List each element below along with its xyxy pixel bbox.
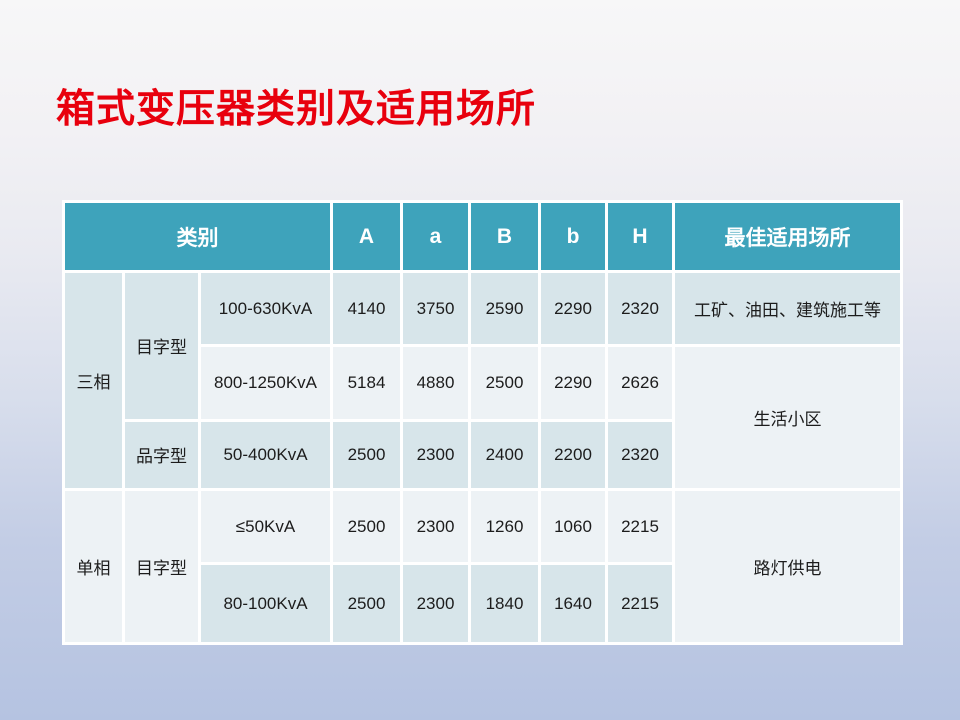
- header-b: b: [538, 200, 608, 273]
- table-row: 80-100KvA 2500 2300 1840 1640 2215: [64, 562, 902, 645]
- value-cell-b: 1640: [538, 562, 608, 645]
- value-cell-b: 2290: [538, 269, 608, 348]
- header-category: 类别: [62, 200, 333, 273]
- table-row: 800-1250KvA 5184 4880 2500 2290 2626 生活小…: [64, 344, 903, 491]
- phase-cell-three-phase: 三相: [62, 270, 125, 491]
- value-cell-A: 4140: [330, 269, 403, 348]
- value-cell-B: 2500: [468, 344, 541, 422]
- value-cell-H: 2320: [605, 269, 675, 348]
- capacity-cell: ≤50KvA: [198, 487, 333, 566]
- value-cell-A: 2500: [330, 487, 403, 566]
- shape-cell-mu-top: 目字型: [122, 270, 201, 422]
- capacity-cell: 80-100KvA: [198, 562, 333, 645]
- value-cell-H: 2626: [605, 344, 675, 422]
- value-cell-b: 2200: [538, 418, 608, 492]
- value-cell-a: 2300: [400, 418, 471, 492]
- value-cell-H: 2320: [605, 418, 675, 492]
- shape-cell-mu-bottom: 目字型: [122, 488, 201, 645]
- value-cell-A: 5184: [330, 344, 403, 422]
- usage-cell-industry: 工矿、油田、建筑施工等: [672, 269, 903, 348]
- value-cell-A: 2500: [330, 562, 403, 645]
- header-A: A: [330, 200, 403, 273]
- header-a: a: [400, 200, 471, 273]
- value-cell-A: 2500: [330, 418, 403, 492]
- header-usage: 最佳适用场所: [672, 200, 903, 273]
- table-row: 三相 目字型 100-630KvA 4140 3750 2590 2290 23…: [62, 269, 903, 491]
- capacity-cell: 50-400KvA: [198, 418, 333, 492]
- value-cell-b: 2290: [538, 344, 608, 422]
- header-B: B: [468, 200, 541, 273]
- value-cell-B: 1840: [468, 562, 541, 645]
- phase-cell-single-phase: 单相: [62, 488, 125, 645]
- table-row: 单相 目字型 ≤50KvA 2500 2300 1260 1060 2215 路…: [62, 487, 903, 645]
- header-row: 类别 A a B b H 最佳适用场所: [62, 200, 903, 273]
- value-cell-H: 2215: [605, 562, 675, 645]
- value-cell-a: 3750: [400, 269, 471, 348]
- value-cell-B: 1260: [468, 487, 541, 566]
- shape-cell-pin: 品字型: [122, 418, 201, 492]
- value-cell-B: 2400: [468, 418, 541, 492]
- transformer-spec-table: 类别 A a B b H 最佳适用场所 三相 目字型 100-630KvA 41…: [62, 200, 903, 645]
- usage-cell-streetlight: 路灯供电: [672, 488, 903, 645]
- page-title: 箱式变压器类别及适用场所: [56, 88, 537, 131]
- value-cell-b: 1060: [538, 487, 608, 566]
- value-cell-a: 2300: [400, 487, 471, 566]
- table-row: 品字型 50-400KvA 2500 2300 2400 2200 2320: [64, 418, 902, 492]
- value-cell-B: 2590: [468, 269, 541, 348]
- header-H: H: [605, 200, 675, 273]
- value-cell-a: 2300: [400, 562, 471, 645]
- value-cell-H: 2215: [605, 487, 675, 566]
- capacity-cell: 800-1250KvA: [198, 344, 333, 422]
- capacity-cell: 100-630KvA: [198, 269, 333, 348]
- value-cell-a: 4880: [400, 344, 471, 422]
- usage-cell-residential: 生活小区: [672, 344, 903, 491]
